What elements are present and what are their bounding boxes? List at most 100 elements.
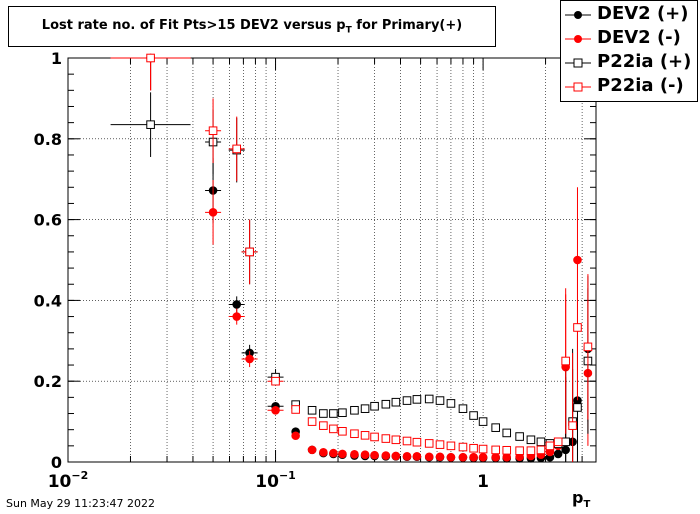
data-point: [329, 409, 338, 418]
data-point: [435, 452, 445, 462]
data-point: [478, 417, 488, 426]
chart-title: Lost rate no. of Fit Pts>15 DEV2 versus …: [41, 18, 463, 36]
series-1: [110, 53, 593, 462]
data-point: [329, 448, 338, 458]
y-tick-label: 0.8: [34, 130, 62, 149]
data-point: [370, 401, 379, 411]
data-point: [424, 452, 434, 462]
data-points: [110, 53, 593, 463]
data-point: [553, 449, 563, 459]
y-tick-label: 0.2: [34, 372, 62, 391]
data-point: [458, 452, 468, 462]
series-0: [110, 53, 593, 463]
data-point: [291, 405, 300, 414]
data-point: [232, 144, 242, 154]
data-point: [245, 247, 254, 257]
legend-marker: [565, 35, 591, 43]
legend-entry: DEV2 (-): [561, 27, 699, 51]
series-2: [110, 92, 593, 462]
data-point: [381, 399, 391, 409]
y-tick-label: 0.4: [34, 291, 62, 310]
legend-label: P22ia (-): [597, 75, 684, 96]
data-point: [502, 428, 512, 438]
data-point: [446, 441, 456, 451]
legend-label: DEV2 (-): [597, 27, 681, 48]
data-point: [391, 451, 401, 461]
data-point: [502, 445, 512, 455]
legend-symbol: [573, 82, 583, 92]
data-point: [573, 323, 582, 332]
data-point: [573, 403, 582, 412]
legend-marker: [565, 82, 591, 92]
data-point: [568, 421, 577, 430]
data-point: [208, 126, 218, 136]
data-point: [469, 452, 478, 462]
data-point: [545, 441, 555, 451]
data-point: [381, 434, 391, 443]
y-tick-label: 1: [51, 49, 62, 68]
legend-entry: DEV2 (+): [561, 3, 699, 27]
legend-symbol: [573, 58, 583, 68]
legend-label: P22ia (+): [597, 51, 692, 72]
data-point: [291, 431, 300, 441]
x-tick-label: 10−2: [48, 469, 89, 492]
series-3: [110, 53, 593, 462]
data-point: [338, 426, 347, 436]
data-point: [478, 444, 488, 454]
y-tick-label: 0.6: [34, 211, 62, 230]
data-point: [515, 446, 524, 455]
data-point: [536, 445, 546, 455]
data-point: [360, 404, 370, 413]
data-point: [245, 354, 254, 364]
data-point: [232, 300, 242, 309]
legend-entry: P22ia (-): [561, 75, 699, 99]
data-point: [469, 443, 478, 453]
data-point: [350, 405, 359, 415]
data-point: [338, 449, 347, 459]
y-tick-label: 0: [51, 453, 62, 472]
data-point: [469, 411, 478, 420]
data-point: [526, 435, 536, 445]
data-point: [208, 208, 218, 217]
data-point: [370, 450, 379, 460]
data-point: [583, 342, 593, 352]
data-point: [435, 440, 445, 449]
grid: [68, 58, 596, 462]
data-point: [350, 429, 359, 439]
x-axis-title: pT: [572, 488, 591, 511]
data-point: [561, 356, 570, 366]
data-point: [412, 437, 422, 447]
data-point: [232, 312, 242, 321]
data-point: [478, 452, 488, 462]
timestamp: Sun May 29 11:23:47 2022: [6, 497, 156, 510]
data-point: [360, 431, 370, 440]
data-point: [271, 405, 280, 415]
legend-label: DEV2 (+): [597, 3, 689, 24]
data-point: [350, 450, 359, 459]
data-point: [446, 399, 456, 408]
x-tick-label: 1: [477, 472, 489, 492]
data-point: [491, 423, 500, 432]
data-point: [271, 376, 280, 386]
legend-entry: P22ia (+): [561, 51, 699, 75]
data-point: [319, 409, 328, 418]
data-point: [424, 439, 434, 448]
data-point: [402, 436, 412, 446]
data-point: [446, 452, 456, 462]
legend-marker: [565, 58, 591, 68]
data-point: [381, 451, 391, 460]
data-point: [402, 396, 412, 405]
data-point: [491, 452, 500, 462]
title-box: Lost rate no. of Fit Pts>15 DEV2 versus …: [8, 6, 496, 47]
legend-symbol: [574, 35, 582, 43]
data-point: [553, 437, 563, 447]
data-point: [319, 448, 328, 457]
data-point: [402, 452, 412, 461]
data-point: [391, 435, 401, 445]
data-point: [412, 395, 422, 404]
data-point: [412, 452, 422, 461]
data-point: [360, 450, 370, 460]
data-point: [338, 408, 347, 418]
data-point: [491, 445, 500, 455]
